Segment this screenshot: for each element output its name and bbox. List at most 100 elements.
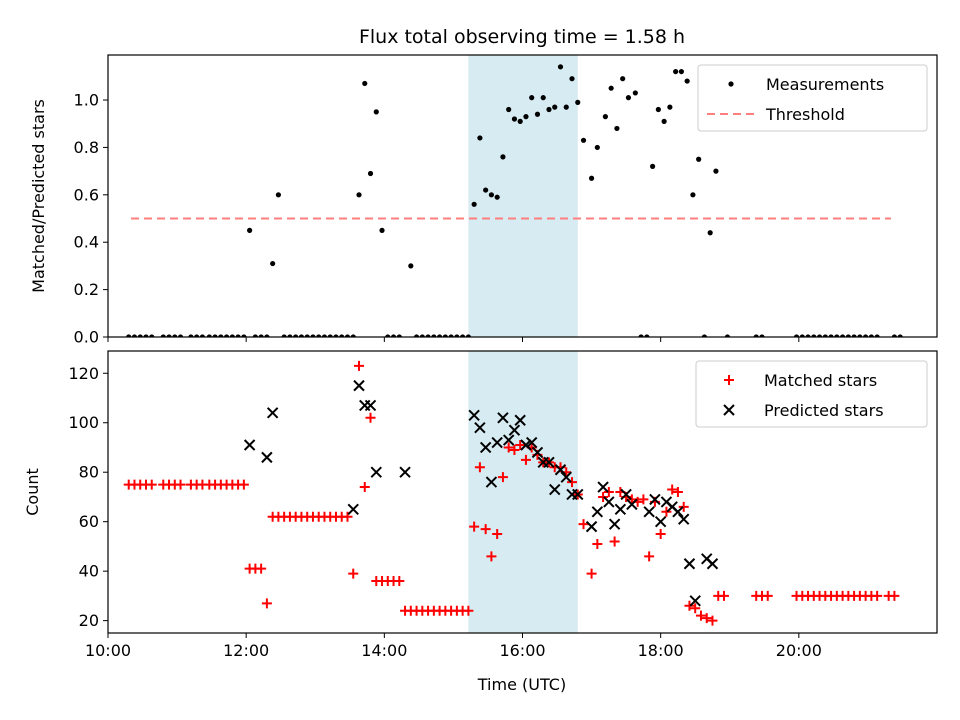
y-tick-label: 80 [79, 463, 99, 482]
y-tick-label: 100 [68, 413, 99, 432]
predicted-point [479, 441, 492, 454]
matched-point [520, 454, 531, 465]
measurement-point [281, 334, 287, 337]
matched-point [655, 529, 666, 540]
measurement-point [483, 187, 489, 193]
predicted-point [474, 421, 486, 434]
measurement-point [500, 154, 506, 160]
predicted-point [560, 471, 572, 483]
measurement-point [437, 334, 443, 337]
y-tick-label: 40 [79, 562, 99, 581]
x-tick-label: 18:00 [638, 641, 684, 660]
predicted-point [399, 466, 411, 478]
matched-point [256, 563, 267, 574]
measurement-point [454, 334, 460, 337]
measurement-point [673, 68, 679, 75]
measurement-point [252, 334, 258, 337]
matched-point [578, 519, 589, 530]
predicted-point [572, 488, 584, 501]
matched-point [480, 524, 491, 535]
y-axis-label: Matched/Predicted stars [29, 99, 48, 293]
legend-marker [728, 81, 734, 87]
measurement-point [684, 78, 690, 84]
matched-point [707, 615, 718, 626]
measurement-point [131, 334, 138, 337]
predicted-point [608, 518, 621, 530]
legend-label: Threshold [765, 105, 845, 124]
measurement-point [235, 334, 241, 337]
measurement-point [868, 334, 874, 337]
measurement-point [327, 334, 333, 337]
predicted-point [491, 436, 503, 449]
predicted-point [266, 407, 279, 419]
measurement-point [661, 118, 667, 124]
measurement-point [614, 125, 620, 132]
measurement-point [874, 334, 880, 337]
measurement-point [177, 334, 184, 337]
y-tick-label: 120 [68, 364, 99, 383]
x-axis-label: Time (UTC) [477, 675, 566, 694]
plot-area [126, 64, 903, 337]
measurement-point [373, 109, 379, 115]
predicted-point [597, 481, 609, 493]
y-tick-label: 1.0 [74, 91, 99, 110]
measurement-point [379, 227, 385, 233]
predicted-point [549, 483, 561, 496]
measurement-point [655, 106, 661, 113]
x-tick-label: 20:00 [776, 641, 822, 660]
measurement-point [569, 76, 575, 82]
y-axis-label: Count [23, 468, 42, 516]
legend: Measurements Threshold [697, 64, 928, 132]
predicted-point [554, 464, 567, 476]
measurement-point [212, 334, 218, 337]
measurement-point [465, 334, 471, 337]
matched-point [474, 462, 485, 473]
predicted-point [620, 488, 632, 501]
predicted-point [543, 456, 555, 469]
matched-point [626, 494, 637, 505]
measurement-point [448, 334, 454, 337]
y-tick-label: 0.8 [74, 138, 99, 157]
x-tick-label: 12:00 [223, 641, 269, 660]
predicted-point [526, 436, 538, 449]
predicted-point [531, 446, 544, 459]
predicted-point [672, 506, 684, 518]
predicted-point [370, 466, 382, 478]
matched-point [586, 568, 597, 579]
y-tick-label: 60 [79, 512, 99, 531]
matched-point [701, 613, 712, 624]
predicted-point [689, 595, 701, 607]
matched-point [342, 511, 353, 522]
top-panel: 0.0 0.2 0.4 0.6 0.8 1.0 Matched/Predicted star… [29, 54, 938, 347]
shaded-span [468, 351, 578, 633]
measurement-point [667, 104, 673, 110]
predicted-point [706, 558, 719, 570]
measurement-point [690, 192, 696, 198]
matched-point [497, 472, 508, 483]
measurement-point [264, 334, 270, 337]
measurement-point [350, 334, 356, 337]
measurement-point [620, 76, 626, 82]
x-tick-label: 10:00 [85, 641, 131, 660]
measurement-point [534, 111, 541, 117]
measurement-point [546, 106, 552, 113]
matched-point [695, 610, 706, 621]
measurement-point [517, 118, 523, 124]
measurement-point [206, 334, 212, 337]
measurement-point [229, 334, 235, 337]
bottom-panel: 10:00 12:00 14:00 16:00 18:00 20:00 20 40 60 80 10… [23, 350, 938, 660]
measurement-point [851, 334, 857, 337]
measurement-point [845, 334, 851, 337]
predicted-point [497, 412, 509, 424]
matched-point [598, 491, 609, 502]
matched-point [872, 590, 883, 601]
measurement-point [270, 260, 276, 267]
plot-area [123, 360, 900, 626]
matched-point [592, 538, 603, 549]
measurement-point [188, 334, 194, 337]
matched-point [261, 598, 272, 609]
measurement-point [385, 334, 391, 337]
legend-box [697, 64, 928, 132]
measurement-point [199, 334, 206, 337]
